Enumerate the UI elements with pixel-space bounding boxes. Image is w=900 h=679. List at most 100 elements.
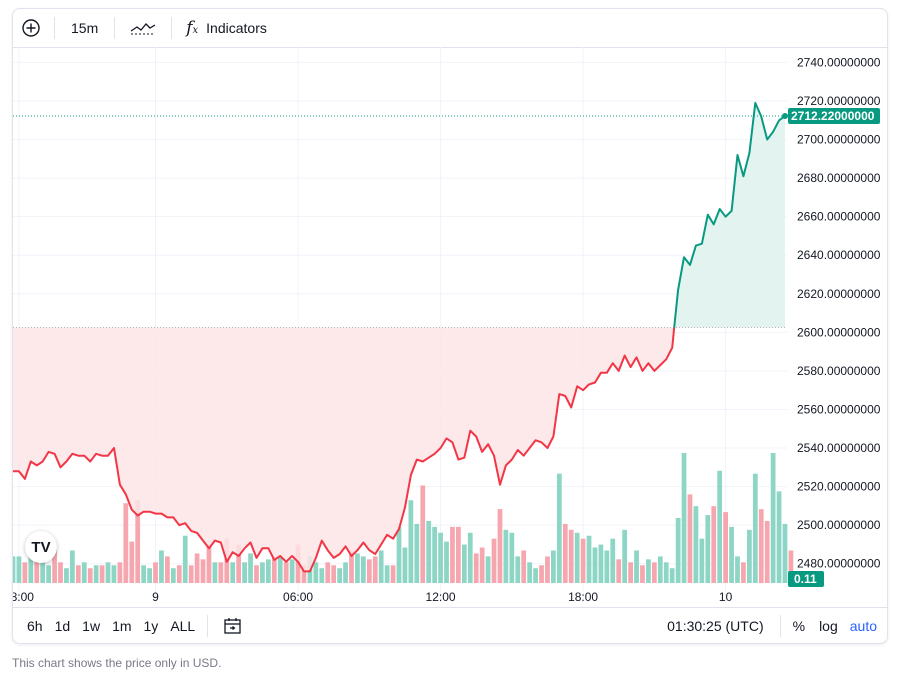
price-chart[interactable]: 2740.00000000 2720.00000000 2700.00000000 2… (13, 47, 887, 607)
add-button[interactable] (13, 9, 50, 47)
volume-bar (461, 544, 467, 583)
y-tick-label: 2660.00000000 (797, 210, 881, 224)
volume-bar (521, 550, 527, 583)
volume-bar (319, 568, 325, 583)
y-tick-label: 2540.00000000 (797, 441, 881, 455)
calendar-goto-icon (224, 618, 241, 634)
volume-bar (681, 453, 687, 583)
volume-bar (165, 556, 170, 583)
volume-bar (28, 556, 34, 583)
price-line-up (673, 101, 786, 328)
percent-scale-toggle[interactable]: % (792, 618, 806, 634)
volume-bar (361, 556, 366, 583)
above-baseline-fill (674, 102, 785, 328)
volume-bar (592, 547, 598, 583)
volume-bar (289, 559, 295, 583)
range-1d-button[interactable]: 1d (54, 618, 71, 634)
x-tick-label: 06:00 (283, 590, 313, 604)
volume-bar (349, 550, 354, 583)
y-tick-label: 2680.00000000 (797, 171, 881, 185)
utc-clock[interactable]: 01:30:25 (UTC) (667, 618, 764, 634)
x-tick-label: 18:00 (568, 590, 598, 604)
volume-bar (568, 529, 574, 583)
range-1w-button[interactable]: 1w (82, 618, 101, 634)
last-volume-label: 0.11 (794, 572, 817, 586)
volume-bar (58, 562, 63, 583)
volume-bar (372, 556, 378, 583)
y-tick-label: 2700.00000000 (797, 133, 881, 147)
y-tick-label: 2580.00000000 (797, 364, 881, 378)
volume-bar (556, 473, 562, 583)
volume-bar (81, 562, 87, 583)
interval-button[interactable]: 15m (71, 20, 99, 36)
range-1m-button[interactable]: 1m (112, 618, 132, 634)
y-tick-label: 2520.00000000 (797, 480, 881, 494)
volume-bar (456, 526, 461, 583)
volume-bar (705, 515, 711, 583)
volume-bar (16, 556, 22, 583)
area-chart-icon (130, 23, 156, 35)
volume-bar (40, 562, 46, 583)
y-tick-label: 2640.00000000 (797, 248, 881, 262)
volume-bar (147, 568, 152, 583)
volume-bar (408, 500, 414, 583)
volume-bar (669, 568, 675, 583)
volume-bar (723, 512, 728, 583)
volume-bar (194, 553, 200, 583)
volume-bar (545, 556, 550, 583)
volume-bar (170, 568, 176, 583)
auto-scale-toggle[interactable]: auto (849, 618, 877, 634)
volume-bar (159, 550, 164, 583)
y-tick-label: 2600.00000000 (797, 325, 881, 339)
price-line-down (13, 327, 676, 573)
volume-bar (574, 532, 580, 583)
chart-widget: 15m fx Indicators 2740.00000000 2720.0000… (12, 8, 888, 644)
range-1y-button[interactable]: 1y (143, 618, 159, 634)
volume-bar (277, 556, 283, 583)
volume-bar (426, 520, 432, 583)
volume-bar (123, 503, 129, 583)
bottom-toolbar: 6h 1d 1w 1m 1y ALL 01:30:25 (UTC) % log … (13, 607, 887, 643)
range-all-button[interactable]: ALL (170, 618, 196, 634)
volume-bar (390, 565, 396, 583)
date-range-button[interactable] (212, 607, 254, 643)
range-6h-button[interactable]: 6h (27, 618, 43, 634)
range-selector: 6h 1d 1w 1m 1y ALL (13, 618, 201, 634)
volume-bar (432, 526, 437, 583)
volume-bar (22, 562, 28, 583)
volume-bar (331, 565, 337, 583)
volume-bar (788, 550, 794, 583)
volume-bar (378, 550, 384, 583)
volume-bar (497, 509, 503, 583)
volume-bar (467, 532, 473, 583)
volume-bar (444, 541, 449, 583)
volume-bar (782, 523, 788, 583)
volume-bar (343, 562, 348, 583)
tradingview-logo[interactable]: TV (25, 531, 57, 563)
volume-bar (52, 544, 57, 583)
toolbar-divider (114, 17, 116, 39)
volume-bar (46, 565, 51, 583)
below-baseline-fill (13, 327, 675, 572)
volume-bar (693, 506, 699, 583)
volume-bar (586, 535, 592, 583)
volume-bar (200, 559, 206, 583)
volume-bar (485, 556, 491, 583)
volume-bar (182, 535, 188, 583)
volume-bar (87, 568, 93, 583)
volume-bar (117, 562, 123, 583)
volume-bar (93, 565, 99, 583)
volume-bar (533, 568, 538, 583)
log-scale-toggle[interactable]: log (819, 618, 838, 634)
volume-bar (283, 562, 289, 583)
chart-type-button[interactable] (119, 9, 167, 47)
indicators-button[interactable]: fx Indicators (176, 9, 277, 47)
volume-bar (616, 559, 622, 583)
volume-bar (420, 485, 426, 583)
volume-bar (776, 491, 782, 583)
volume-bar (34, 550, 40, 583)
volume-bar (64, 568, 69, 583)
volume-bar (687, 494, 693, 583)
volume-bar (634, 550, 639, 583)
volume-bar (248, 553, 253, 583)
